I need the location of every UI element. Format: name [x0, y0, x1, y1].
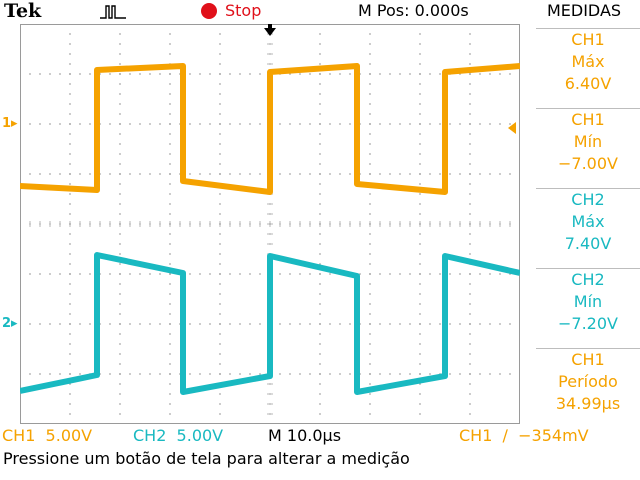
measurement-slot-2[interactable]: CH1 Mín −7.00V	[536, 108, 640, 185]
help-message: Pressione um botão de tela para alterar …	[3, 449, 410, 468]
measurement-slot-5[interactable]: CH1 Período 34.99µs	[536, 348, 640, 425]
waveform-display	[20, 24, 520, 424]
measurement-type: Mín	[573, 132, 603, 151]
measurement-channel: CH2	[571, 190, 605, 209]
ch2-waveform	[20, 252, 520, 395]
run-state-label[interactable]: Stop	[225, 1, 262, 20]
measurement-slot-3[interactable]: CH2 Máx 7.40V	[536, 188, 640, 265]
measurement-type: Máx	[571, 212, 605, 231]
brand-logo: Tek	[4, 0, 42, 22]
trigger-position-icon	[264, 28, 276, 36]
menu-title: MEDIDAS	[546, 1, 622, 20]
measurement-menu: CH1 Máx 6.40V CH1 Mín −7.00V CH2 Máx 7.4…	[528, 24, 640, 425]
measurement-value: 34.99µs	[555, 394, 621, 413]
measurement-type: Máx	[571, 52, 605, 71]
measurement-value: 6.40V	[564, 74, 612, 93]
horizontal-position-readout: M Pos: 0.000s	[358, 1, 469, 20]
top-status-bar: Tek Stop M Pos: 0.000s MEDIDAS	[0, 0, 640, 24]
ch1-ground-marker: 1▸	[2, 116, 18, 131]
ch2-ground-marker: 2▸	[2, 316, 18, 331]
measurement-channel: CH1	[571, 110, 605, 129]
measurement-value: −7.20V	[558, 314, 618, 333]
trigger-pulse-icon	[100, 5, 126, 19]
measurement-channel: CH1	[571, 30, 605, 49]
ch2-scale-readout[interactable]: CH2 5.00V	[133, 426, 224, 445]
measurement-value: 7.40V	[564, 234, 612, 253]
trigger-readout[interactable]: CH1 ∕ −354mV	[459, 426, 589, 445]
measurement-slot-4[interactable]: CH2 Mín −7.20V	[536, 268, 640, 345]
ch1-waveform	[20, 63, 520, 195]
measurement-channel: CH2	[571, 270, 605, 289]
measurement-type: Período	[558, 372, 618, 391]
measurement-channel: CH1	[571, 350, 605, 369]
trigger-level-icon	[508, 122, 516, 134]
stop-indicator-icon	[201, 3, 217, 19]
measurement-type: Mín	[573, 292, 603, 311]
timebase-readout[interactable]: M 10.0µs	[268, 426, 342, 445]
measurement-value: −7.00V	[558, 154, 618, 173]
ch1-scale-readout[interactable]: CH1 5.00V	[2, 426, 93, 445]
ch2-marker-label: 2	[2, 316, 12, 331]
bottom-status-bar: CH1 5.00V CH2 5.00V M 10.0µs CH1 ∕ −354m…	[0, 426, 640, 448]
measurement-slot-1[interactable]: CH1 Máx 6.40V	[536, 28, 640, 105]
ch1-marker-label: 1	[2, 116, 12, 131]
